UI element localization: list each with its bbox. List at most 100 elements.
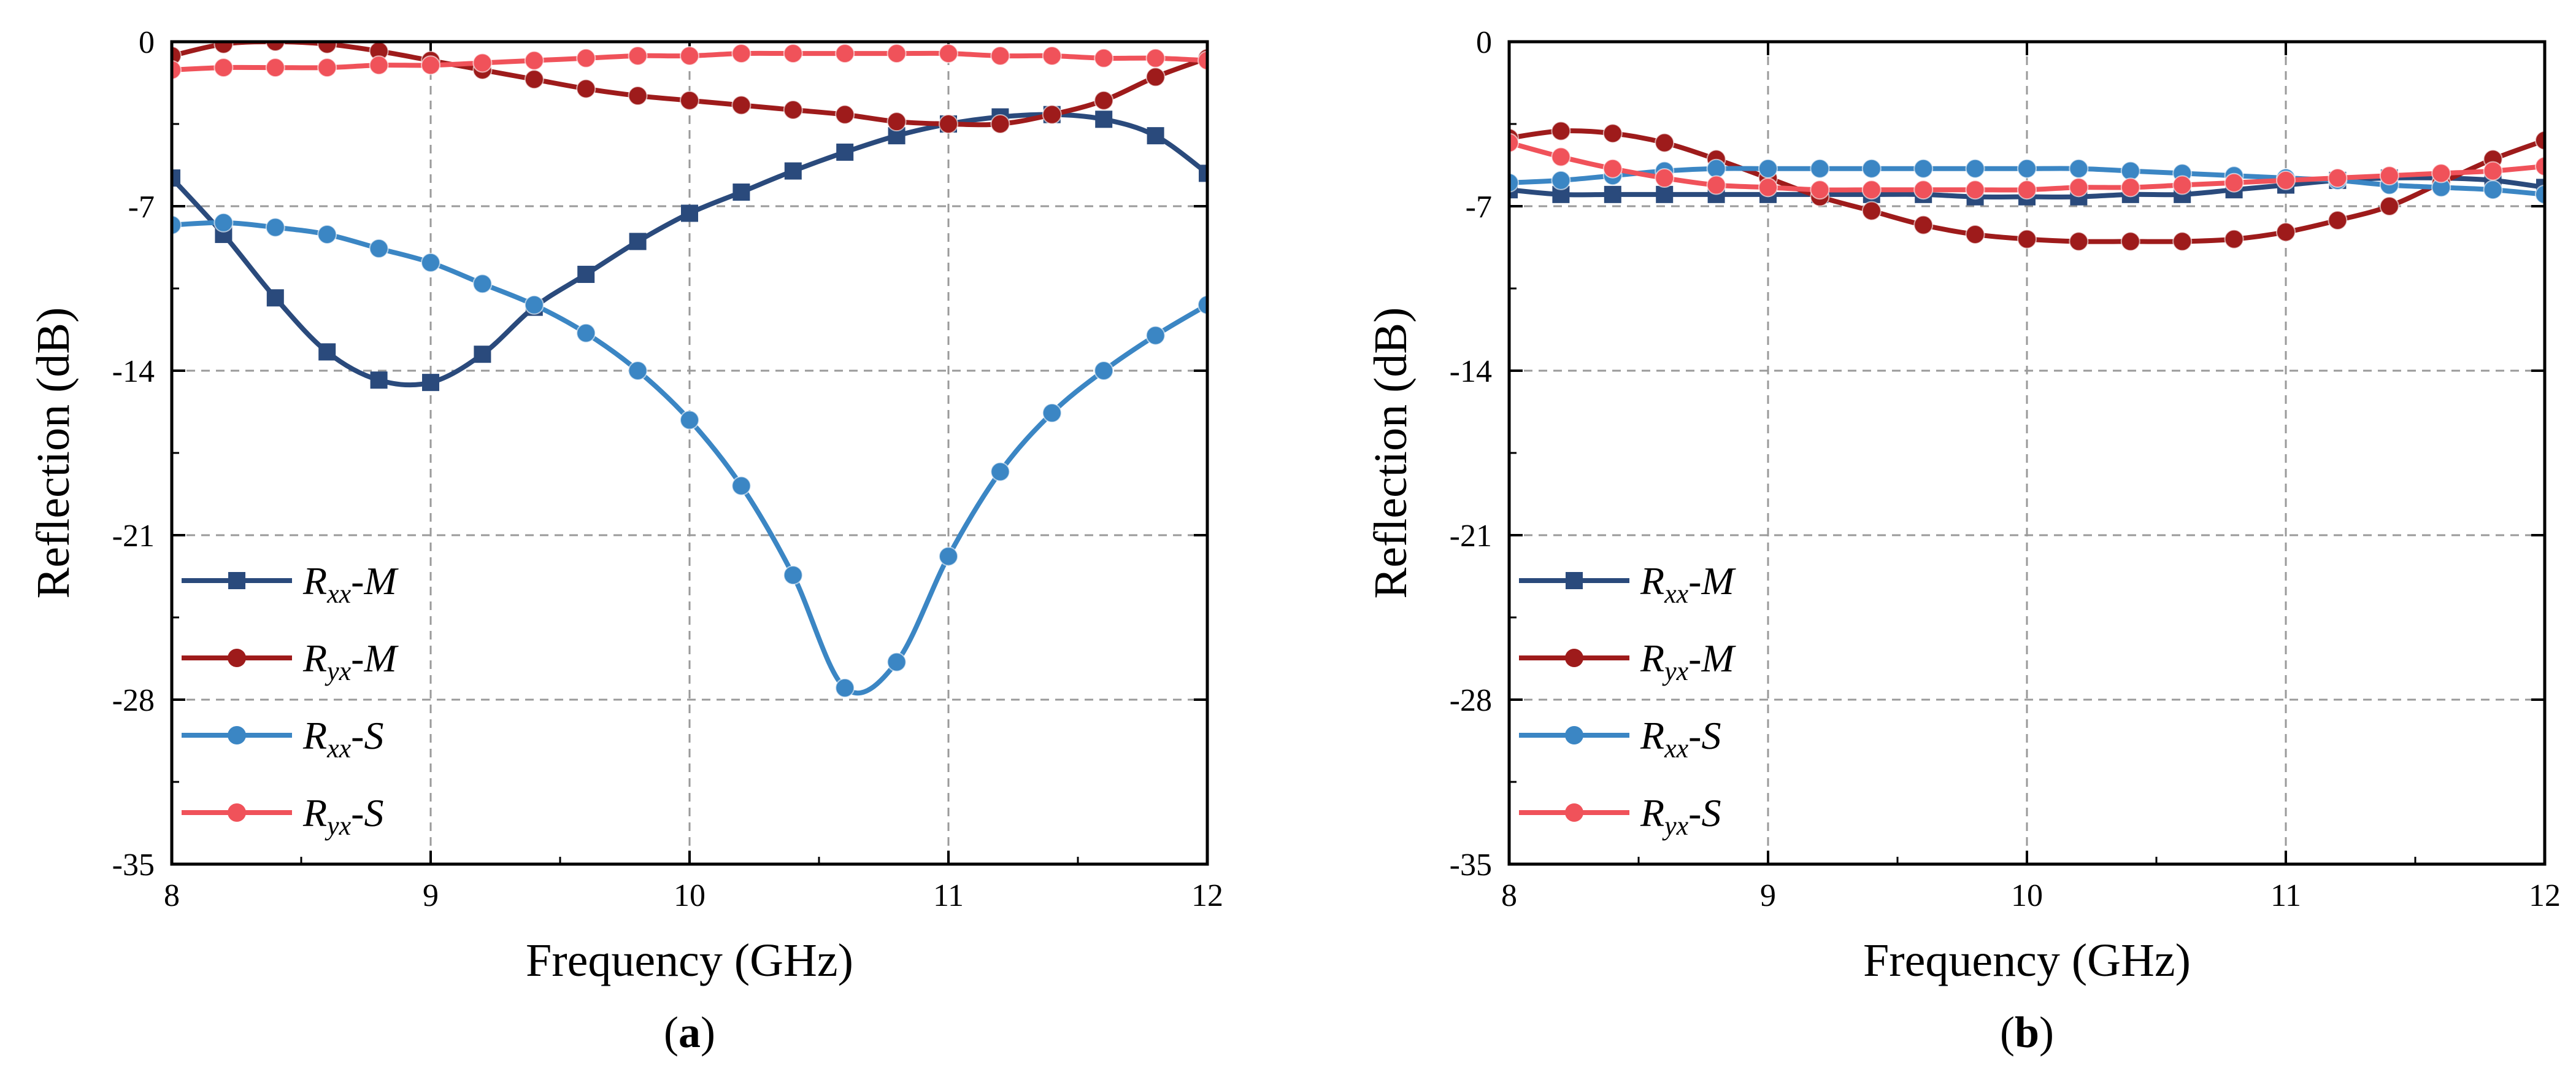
- data-point: [2535, 156, 2545, 176]
- data-point: [2483, 180, 2503, 200]
- data-point: [2328, 168, 2348, 188]
- data-point: [731, 44, 752, 64]
- y-tick-label: -14: [112, 354, 155, 389]
- y-tick-label: 0: [139, 25, 155, 60]
- data-point: [1706, 158, 1726, 179]
- data-point: [576, 48, 596, 68]
- data-point: [990, 462, 1010, 482]
- data-point: [2379, 166, 2399, 186]
- legend-marker: [228, 649, 246, 667]
- data-point: [1509, 172, 1519, 193]
- data-point: [2172, 175, 2193, 195]
- data-point: [784, 162, 802, 180]
- data-point: [213, 42, 234, 54]
- series-Rxx-S: [172, 212, 1207, 698]
- legend-marker: [1565, 726, 1583, 744]
- data-point: [990, 45, 1010, 66]
- data-point: [172, 60, 182, 80]
- data-point: [783, 100, 803, 120]
- data-point: [1965, 158, 1985, 179]
- x-axis-title: Frequency (GHz): [1863, 935, 2191, 986]
- data-point: [1810, 158, 1830, 179]
- data-point: [628, 45, 648, 66]
- data-point: [172, 215, 182, 235]
- data-point: [2224, 229, 2244, 249]
- data-point: [680, 90, 699, 110]
- data-point: [472, 274, 493, 294]
- data-point: [2017, 229, 2037, 249]
- data-point: [266, 289, 284, 307]
- legend-label-Ryx-S: Ryx-S: [302, 791, 383, 841]
- data-point: [2017, 180, 2037, 200]
- data-point: [524, 295, 544, 315]
- legend-label-Ryx-M: Ryx-M: [302, 636, 399, 686]
- data-point: [1094, 48, 1114, 68]
- y-axis-title: Reflection (dB): [28, 307, 79, 599]
- data-point: [1965, 224, 1985, 244]
- data-point: [2172, 231, 2193, 252]
- data-point: [318, 343, 336, 361]
- legend-label-Rxx-M: Rxx-M: [302, 559, 399, 609]
- panel-label: (a): [664, 1008, 715, 1057]
- data-point: [2120, 231, 2140, 252]
- data-point: [939, 546, 958, 566]
- data-point: [2276, 222, 2296, 242]
- legend-marker: [1566, 572, 1583, 589]
- y-tick-label: -28: [1450, 683, 1492, 718]
- data-point: [1042, 403, 1062, 423]
- data-point: [835, 44, 855, 64]
- data-point: [1861, 180, 1882, 200]
- y-tick-label: -7: [128, 190, 155, 225]
- data-point: [939, 114, 958, 134]
- y-tick-label: -28: [112, 683, 155, 718]
- chart-panel-a: 8 9 10 11 12 0 -7 -14 -21 -28 -35 Rxx-M Ryx-M Rxx-S Ry…: [28, 25, 1223, 1057]
- data-point: [369, 238, 389, 258]
- x-tick-label: 8: [164, 878, 180, 913]
- y-tick-label: -21: [1450, 519, 1492, 554]
- data-point: [1604, 185, 1621, 203]
- legend-marker: [1565, 649, 1583, 667]
- x-tick-label: 11: [2270, 878, 2301, 913]
- data-point: [265, 217, 285, 238]
- data-point: [2535, 130, 2545, 150]
- data-point: [421, 252, 440, 272]
- data-point: [1551, 170, 1571, 190]
- data-point: [524, 50, 544, 71]
- data-point: [2017, 158, 2037, 179]
- data-point: [265, 58, 285, 78]
- plot-frame: [170, 40, 1209, 866]
- series-Ryx-M: [172, 42, 1207, 134]
- data-point: [1094, 90, 1114, 110]
- data-point: [1042, 45, 1062, 66]
- data-point: [172, 169, 180, 187]
- data-point: [629, 233, 647, 250]
- data-point: [2276, 170, 2296, 190]
- legend-marker: [228, 726, 246, 744]
- data-point: [370, 371, 388, 389]
- data-point: [731, 476, 752, 496]
- data-point: [681, 204, 698, 222]
- y-tick-label: 0: [1476, 25, 1492, 60]
- data-point: [1965, 180, 1985, 200]
- legend-label-Ryx-S: Ryx-S: [1640, 791, 1721, 841]
- data-point: [474, 346, 491, 363]
- data-point: [835, 678, 855, 698]
- legend-label-Rxx-S: Rxx-S: [1640, 714, 1721, 763]
- data-point: [1706, 175, 1726, 195]
- x-axis-title: Frequency (GHz): [526, 935, 853, 986]
- x-tick-label: 11: [933, 878, 964, 913]
- legend-marker: [1565, 803, 1583, 822]
- legend: Rxx-M Ryx-M Rxx-S Ryx-S: [1519, 559, 1736, 841]
- data-point: [836, 143, 854, 161]
- x-tick-label: 12: [1191, 878, 1223, 913]
- data-point: [2379, 196, 2399, 216]
- legend-marker: [228, 803, 246, 822]
- series-Ryx-S: [1509, 133, 2545, 200]
- x-tick-label: 10: [2011, 878, 2043, 913]
- data-point: [1655, 133, 1675, 153]
- data-point: [835, 104, 855, 125]
- data-point: [1145, 67, 1166, 87]
- x-tick-label: 10: [674, 878, 706, 913]
- data-point: [1042, 104, 1062, 125]
- data-point: [421, 55, 440, 75]
